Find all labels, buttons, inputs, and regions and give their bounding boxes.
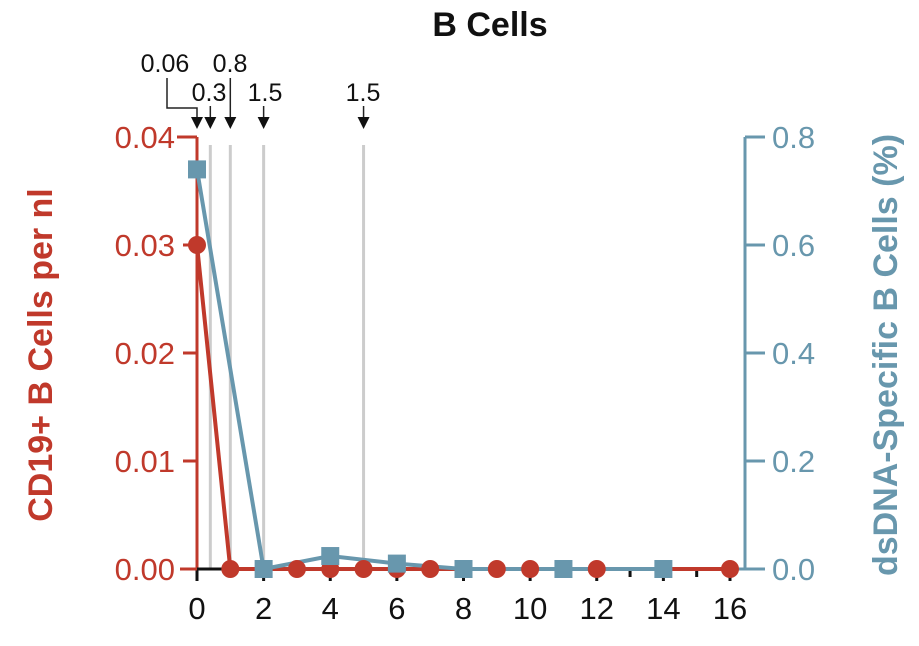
y-tick-label: 0.02 <box>115 336 175 371</box>
y-tick-label: 0.01 <box>115 444 175 479</box>
y-tick-label: 0.03 <box>115 228 175 263</box>
y-tick-label: 0.04 <box>115 120 175 155</box>
data-point-circle <box>287 560 306 578</box>
series-line-1 <box>195 169 664 572</box>
data-point-square <box>454 560 473 578</box>
arrow-down-icon <box>357 117 370 129</box>
data-point-circle <box>188 236 206 254</box>
x-tick-label: 6 <box>388 591 405 626</box>
data-point-circle <box>587 560 606 578</box>
annotation-label: 0.06 <box>141 50 190 78</box>
x-tick-label: 4 <box>322 591 339 626</box>
annotation-label: 0.3 <box>192 79 227 107</box>
arrow-down-icon <box>204 117 217 129</box>
y2-tick-label: 0.6 <box>772 228 815 263</box>
x-tick-label: 12 <box>580 591 614 626</box>
data-point-circle <box>521 560 540 578</box>
annotation-label: 0.8 <box>213 50 248 78</box>
y2-axis-label: dsDNA-Specific B Cells (%) <box>867 134 905 576</box>
data-point-square <box>188 160 206 179</box>
series-line-0 <box>195 244 730 571</box>
data-point-circle <box>721 560 739 578</box>
data-point-square <box>321 547 340 566</box>
annotation-label: 1.5 <box>346 79 381 107</box>
data-point-circle <box>487 560 506 578</box>
y-axis-label: CD19+ B Cells per nl <box>22 188 60 522</box>
y-tick-label: 0.00 <box>115 552 175 587</box>
data-point-square <box>254 560 273 578</box>
chart-title: B Cells <box>432 6 547 44</box>
x-tick-label: 16 <box>713 591 747 626</box>
x-tick-label: 10 <box>513 591 547 626</box>
arrow-down-icon <box>257 117 270 129</box>
y2-tick-label: 0.8 <box>772 120 815 155</box>
y2-tick-label: 0.4 <box>772 336 815 371</box>
arrow-down-icon <box>224 117 237 129</box>
data-point-circle <box>221 560 240 578</box>
data-point-square <box>387 554 406 573</box>
data-point-circle <box>354 560 373 578</box>
x-tick-label: 14 <box>646 591 680 626</box>
annotation-label: 1.5 <box>248 79 283 107</box>
y2-tick-label: 0.0 <box>772 552 815 587</box>
data-point-square <box>654 560 673 578</box>
data-point-square <box>554 560 573 578</box>
annotation-leader <box>166 78 198 118</box>
x-tick-label: 8 <box>455 591 472 626</box>
x-tick-label: 2 <box>255 591 272 626</box>
y2-tick-label: 0.2 <box>772 444 815 479</box>
arrow-down-icon <box>191 117 203 129</box>
x-tick-label: 0 <box>188 591 205 626</box>
data-point-circle <box>421 560 440 578</box>
